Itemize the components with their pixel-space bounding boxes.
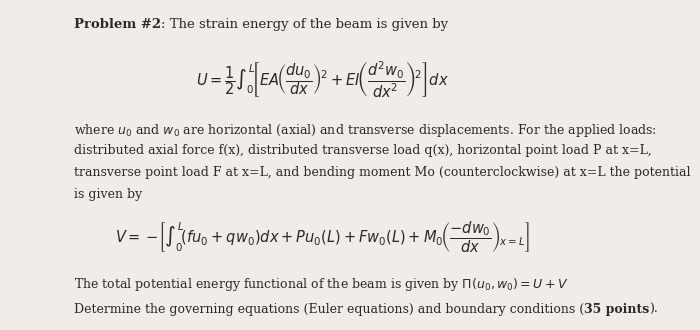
Text: distributed axial force f(x), distributed transverse load q(x), horizontal point: distributed axial force f(x), distribute… (74, 144, 651, 157)
Text: where $u_0$ and $w_0$ are horizontal (axial) and transverse displacements. For t: where $u_0$ and $w_0$ are horizontal (ax… (74, 122, 657, 139)
Text: transverse point load F at x=L, and bending moment Mo (counterclockwise) at x=L : transverse point load F at x=L, and bend… (74, 166, 690, 179)
Text: Problem #2: Problem #2 (74, 18, 160, 31)
Text: Determine the governing equations (Euler equations) and boundary conditions (: Determine the governing equations (Euler… (74, 303, 584, 316)
Text: $V = -\!\left[\int_0^L\!(fu_0 + qw_0)dx + Pu_0(L) + Fw_0(L) + M_0\!\left(\dfrac{: $V = -\!\left[\int_0^L\!(fu_0 + qw_0)dx … (115, 219, 529, 255)
Text: $U = \dfrac{1}{2}\int_{0}^{L}\!\left[EA\!\left(\dfrac{du_0}{dx}\right)^{\!2} + E: $U = \dfrac{1}{2}\int_{0}^{L}\!\left[EA\… (195, 59, 449, 100)
Text: ).: ). (649, 303, 658, 316)
Text: 35 points: 35 points (584, 303, 649, 316)
Text: : The strain energy of the beam is given by: : The strain energy of the beam is given… (160, 18, 448, 31)
Text: is given by: is given by (74, 188, 141, 201)
Text: The total potential energy functional of the beam is given by $\Pi(u_0, w_0) = U: The total potential energy functional of… (74, 276, 568, 293)
